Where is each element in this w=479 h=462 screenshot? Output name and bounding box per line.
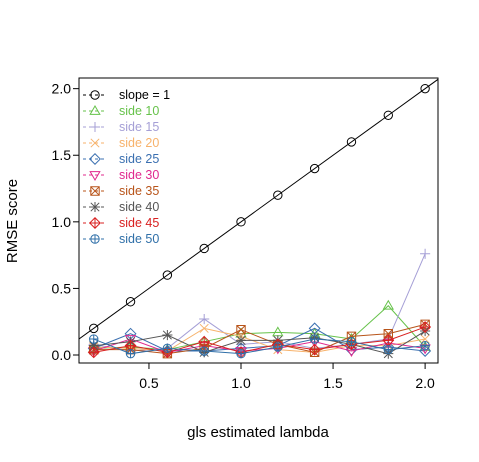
data-point <box>236 348 246 359</box>
data-point <box>199 314 210 325</box>
series-line <box>93 323 426 355</box>
x-tick-label: 0.5 <box>139 375 159 391</box>
legend-item: side 30 <box>83 168 159 182</box>
data-point <box>273 342 283 352</box>
series-line <box>93 338 426 353</box>
x-axis: 0.5 1.0 1.5 2.0 <box>139 362 435 391</box>
series-line <box>93 253 426 352</box>
data-point <box>383 344 393 355</box>
x-tick-label: 1.0 <box>231 375 251 391</box>
legend-item: side 35 <box>83 184 159 198</box>
data-point <box>420 334 430 344</box>
legend-label: side 45 <box>119 216 159 230</box>
legend-label: side 35 <box>119 184 159 198</box>
data-point <box>199 323 209 333</box>
data-point <box>346 137 357 147</box>
data-point <box>382 299 394 310</box>
data-point <box>419 345 432 357</box>
data-point <box>199 346 209 356</box>
legend-marker <box>89 153 101 165</box>
data-point <box>308 343 321 356</box>
y-tick-label: 0.0 <box>52 347 72 363</box>
data-point <box>236 217 246 227</box>
legend-marker <box>89 121 101 133</box>
y-tick-label: 1.5 <box>52 147 72 163</box>
data-point <box>87 346 100 359</box>
data-point <box>125 348 136 359</box>
data-point <box>88 340 99 351</box>
data-point <box>420 83 430 94</box>
data-point <box>346 337 357 347</box>
legend-marker <box>90 138 100 148</box>
legend-label: side 50 <box>119 232 159 246</box>
y-axis-label: RMSE score <box>4 179 21 263</box>
legend-marker <box>89 201 101 213</box>
legend-label: side 30 <box>119 168 159 182</box>
data-point <box>383 329 393 339</box>
data-point <box>420 340 430 351</box>
legend-label: side 20 <box>119 136 159 150</box>
data-point <box>420 248 431 259</box>
legend-item: side 45 <box>83 216 159 230</box>
y-axis: 0.0 0.5 1.0 1.5 2.0 <box>52 81 80 363</box>
series-line <box>93 330 426 355</box>
y-tick-label: 2.0 <box>52 81 72 97</box>
series-line <box>93 338 426 355</box>
data-point <box>309 163 320 174</box>
legend-item: side 25 <box>83 152 159 166</box>
series-line <box>93 327 426 352</box>
data-point <box>309 334 320 344</box>
legend-item: side 20 <box>83 136 159 150</box>
data-point <box>272 326 284 337</box>
data-point <box>89 334 99 344</box>
x-tick-label: 2.0 <box>415 375 435 391</box>
data-point <box>162 270 173 280</box>
legend-item: side 50 <box>83 232 159 246</box>
y-tick-label: 0.5 <box>52 280 72 296</box>
legend-marker <box>89 104 101 115</box>
data-point <box>199 243 209 254</box>
data-point <box>125 297 136 307</box>
legend-label: side 25 <box>119 152 159 166</box>
y-tick-label: 1.0 <box>52 214 72 230</box>
series-side-50 <box>89 334 430 359</box>
legend: slope = 1 side 10 side 15 side 20 side 25 sid… <box>83 88 170 246</box>
data-point <box>89 323 99 334</box>
legend-label: side 15 <box>119 120 159 134</box>
legend-item: side 15 <box>83 120 159 134</box>
data-point <box>273 190 283 200</box>
series-side-45 <box>87 321 432 359</box>
data-point <box>235 335 247 346</box>
series-line <box>93 326 426 353</box>
legend-marker <box>90 90 100 100</box>
legend-item: side 40 <box>83 200 159 214</box>
data-point <box>162 329 173 341</box>
series-line <box>93 305 426 351</box>
legend-marker <box>89 217 101 229</box>
data-point <box>162 343 173 354</box>
legend-label: side 10 <box>119 104 159 118</box>
data-point <box>236 325 246 335</box>
legend-item: slope = 1 <box>83 88 170 102</box>
legend-marker <box>89 171 101 182</box>
data-point <box>383 110 393 120</box>
legend-item: side 10 <box>83 104 159 118</box>
data-point <box>419 321 432 333</box>
legend-marker <box>90 234 100 244</box>
series-line <box>79 78 438 340</box>
x-axis-label: gls estimated lambda <box>187 424 329 441</box>
series-slope-1 <box>79 78 438 340</box>
plot-area <box>79 78 438 359</box>
x-tick-label: 1.5 <box>323 375 343 391</box>
legend-marker <box>90 186 100 196</box>
legend-label: slope = 1 <box>119 88 170 102</box>
legend-label: side 40 <box>119 200 159 214</box>
